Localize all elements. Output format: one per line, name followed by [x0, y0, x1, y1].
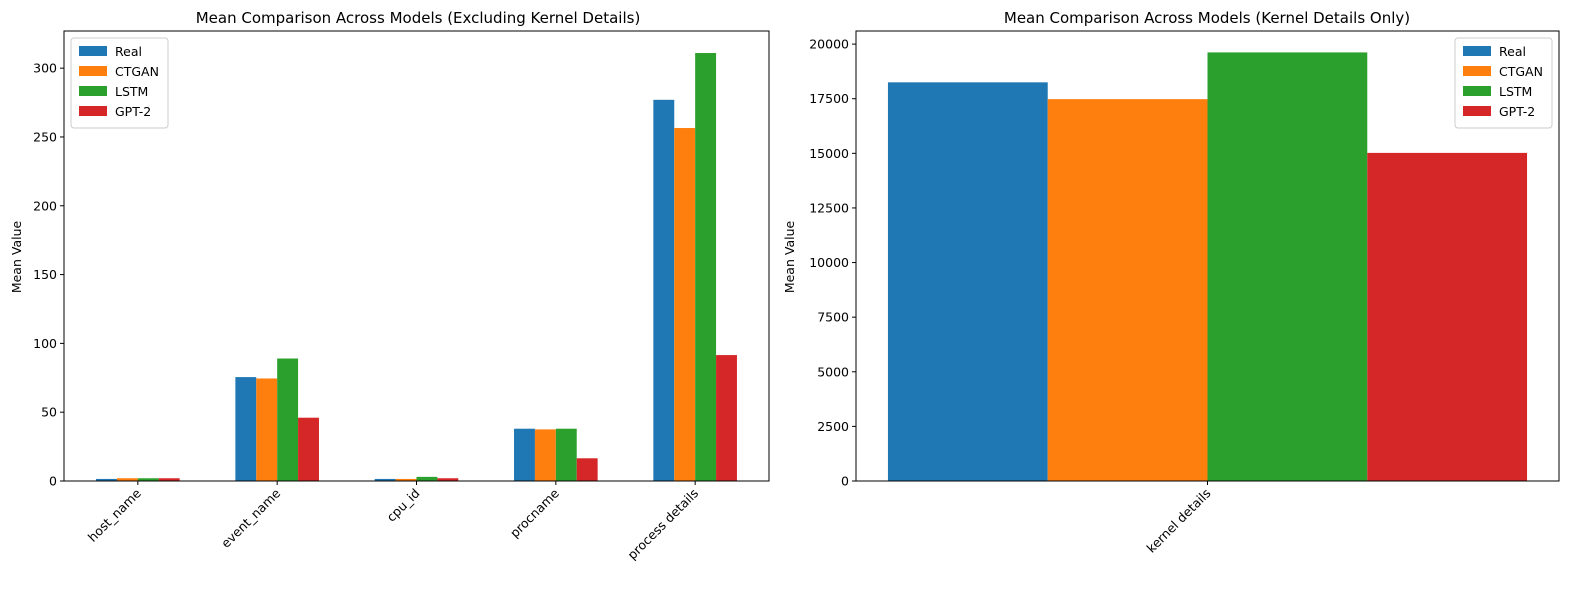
- chart-title: Mean Comparison Across Models (Excluding…: [196, 9, 641, 27]
- bar-ctgan-kernel-details: [1047, 99, 1208, 481]
- legend-label-gpt-2: GPT-2: [115, 104, 151, 119]
- bar-real-event-name: [235, 377, 257, 481]
- legend-label-real: Real: [1499, 44, 1526, 59]
- y-tick-label: 10000: [809, 255, 849, 270]
- bar-gpt-2-event-name: [298, 417, 319, 481]
- legend-swatch-lstm: [79, 86, 107, 96]
- y-tick-label: 100: [33, 336, 57, 351]
- y-tick-label: 5000: [817, 364, 849, 379]
- y-axis-label: Mean Value: [9, 221, 24, 294]
- legend-swatch-gpt-2: [79, 106, 107, 116]
- legend-label-ctgan: CTGAN: [115, 64, 159, 79]
- legend-label-ctgan: CTGAN: [1499, 64, 1543, 79]
- legend-swatch-real: [1463, 46, 1491, 56]
- chart-title: Mean Comparison Across Models (Kernel De…: [1004, 9, 1410, 27]
- bar-gpt-2-process-details: [716, 355, 737, 481]
- legend-label-lstm: LSTM: [1499, 84, 1532, 99]
- legend-label-real: Real: [115, 44, 142, 59]
- y-tick-label: 20000: [809, 37, 849, 52]
- legend: Real CTGAN LSTM GPT-2: [70, 37, 169, 129]
- chart-excluding-kernel-details: Mean Comparison Across Models (Excluding…: [9, 9, 770, 562]
- y-tick-label: 7500: [817, 310, 849, 325]
- legend-swatch-gpt-2: [1463, 106, 1491, 116]
- y-axis-ticks: 0 50 100 150 200 250 300: [33, 61, 64, 489]
- bar-gpt-2-kernel-details: [1367, 152, 1528, 481]
- y-axis-label: Mean Value: [782, 221, 797, 294]
- y-axis-ticks: 0 2500 5000 7500 10000 12500 15000 17500 20000: [809, 37, 856, 489]
- bar-gpt-2-cpu-id: [437, 478, 459, 481]
- y-tick-label: 12500: [809, 200, 849, 215]
- legend-label-gpt-2: GPT-2: [1499, 104, 1535, 119]
- bar-lstm-cpu-id: [416, 476, 438, 481]
- bar-lstm-kernel-details: [1207, 52, 1368, 481]
- bar-ctgan-event-name: [256, 378, 278, 481]
- bar-ctgan-process-details: [674, 128, 696, 481]
- bar-real-process-details: [653, 99, 675, 481]
- legend-swatch-real: [79, 46, 107, 56]
- legend-swatch-lstm: [1463, 86, 1491, 96]
- bar-real-cpu-id: [374, 478, 396, 481]
- bars-layer: [887, 52, 1528, 481]
- legend-box: [70, 37, 169, 129]
- bar-gpt-2-procname: [576, 458, 598, 481]
- y-tick-label: 250: [33, 129, 57, 144]
- bar-gpt-2-host-name: [158, 478, 180, 481]
- legend-box: [1454, 37, 1553, 129]
- legend-swatch-ctgan: [1463, 66, 1491, 76]
- legend: Real CTGAN LSTM GPT-2: [1454, 37, 1553, 129]
- bar-lstm-host-name: [137, 478, 159, 481]
- bar-lstm-process-details: [695, 53, 717, 482]
- bar-lstm-event-name: [277, 358, 299, 481]
- y-tick-label: 200: [33, 198, 57, 213]
- bars-layer: [96, 53, 737, 482]
- bar-real-procname: [514, 428, 535, 481]
- y-tick-label: 50: [41, 405, 57, 420]
- bar-real-kernel-details: [887, 82, 1048, 481]
- y-tick-label: 17500: [809, 91, 849, 106]
- legend-label-lstm: LSTM: [115, 84, 148, 99]
- legend-swatch-ctgan: [79, 66, 107, 76]
- bar-lstm-procname: [555, 428, 577, 481]
- y-tick-label: 0: [49, 474, 57, 489]
- y-tick-label: 2500: [817, 419, 849, 434]
- bar-ctgan-procname: [534, 429, 556, 481]
- y-tick-label: 15000: [809, 146, 849, 161]
- y-tick-label: 0: [841, 474, 849, 489]
- bar-real-host-name: [96, 478, 117, 481]
- bar-ctgan-host-name: [116, 478, 138, 481]
- y-tick-label: 300: [33, 61, 57, 76]
- bar-ctgan-cpu-id: [395, 478, 417, 481]
- y-tick-label: 150: [33, 267, 57, 282]
